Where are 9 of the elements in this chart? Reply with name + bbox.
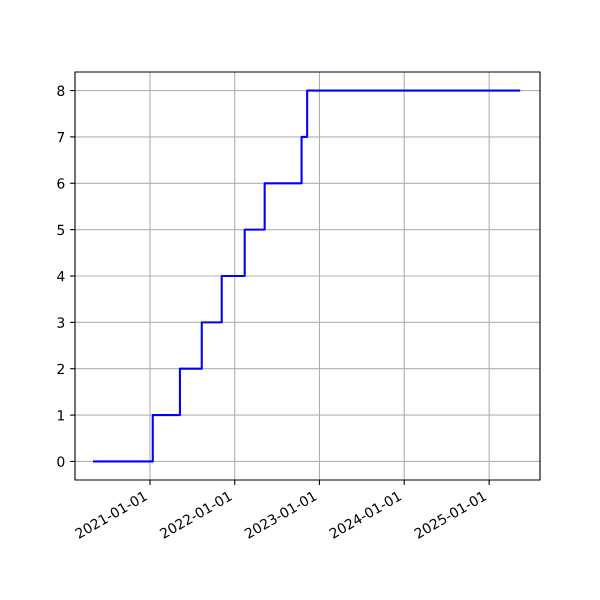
y-tick-label: 6 xyxy=(57,178,64,189)
y-tick-label: 8 xyxy=(57,86,64,96)
y-tick-label: 5 xyxy=(58,224,64,236)
y-tick-label: 0 xyxy=(57,456,64,467)
y-tick-label: 7 xyxy=(58,132,64,142)
y-tick-label: 3 xyxy=(58,317,64,328)
y-tick-label: 1 xyxy=(58,410,64,420)
y-tick-label: 2 xyxy=(57,364,64,374)
y-tick-label: 4 xyxy=(57,271,64,282)
